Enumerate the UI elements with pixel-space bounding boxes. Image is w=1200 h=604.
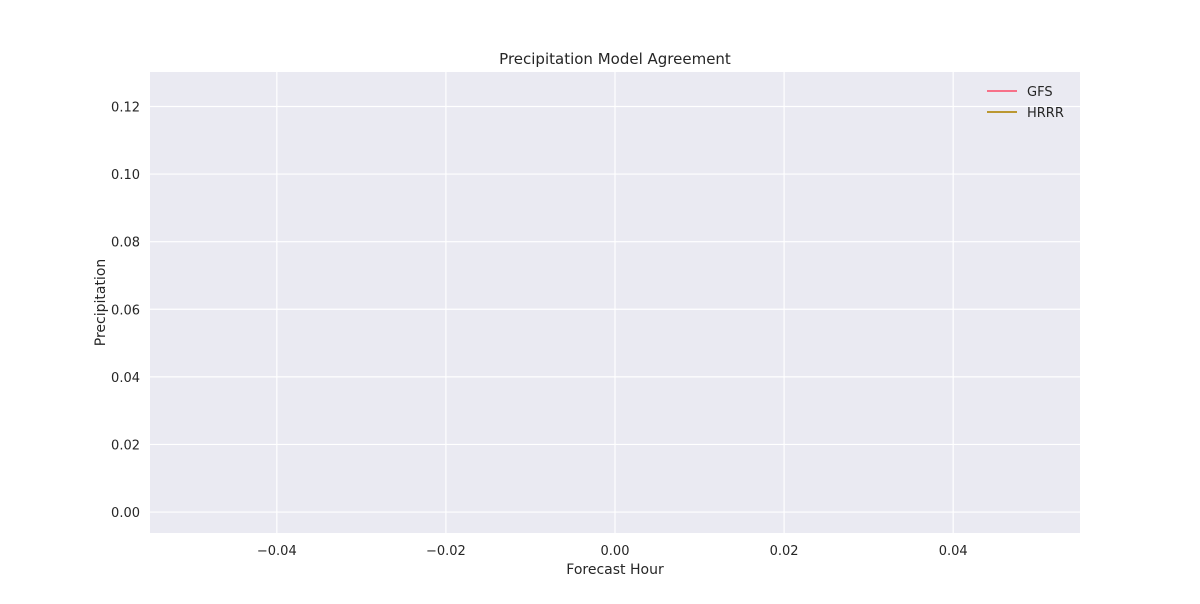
y-tick-label: 0.10	[111, 168, 140, 183]
grid-lines	[150, 72, 1080, 533]
x-tick-label: 0.00	[601, 544, 630, 559]
y-tick-label: 0.02	[111, 438, 140, 453]
legend-label: GFS	[1027, 85, 1053, 100]
y-tick-label: 0.00	[111, 506, 140, 521]
chart-title: Precipitation Model Agreement	[499, 50, 731, 68]
x-axis-label: Forecast Hour	[566, 562, 664, 578]
y-tick-label: 0.12	[111, 100, 140, 115]
y-axis-label: Precipitation	[93, 259, 109, 347]
y-tick-label: 0.08	[111, 236, 140, 251]
x-tick-label: 0.02	[770, 544, 799, 559]
x-tick-label: −0.04	[257, 544, 297, 559]
legend: GFS HRRR	[987, 85, 1064, 121]
y-axis-ticks: 0.00 0.02 0.04 0.06 0.08 0.10 0.12	[111, 100, 140, 521]
legend-label: HRRR	[1027, 106, 1064, 121]
x-axis-ticks: −0.04 −0.02 0.00 0.02 0.04	[257, 544, 968, 559]
x-tick-label: 0.04	[939, 544, 968, 559]
y-tick-label: 0.06	[111, 303, 140, 318]
y-tick-label: 0.04	[111, 371, 140, 386]
x-tick-label: −0.02	[426, 544, 466, 559]
